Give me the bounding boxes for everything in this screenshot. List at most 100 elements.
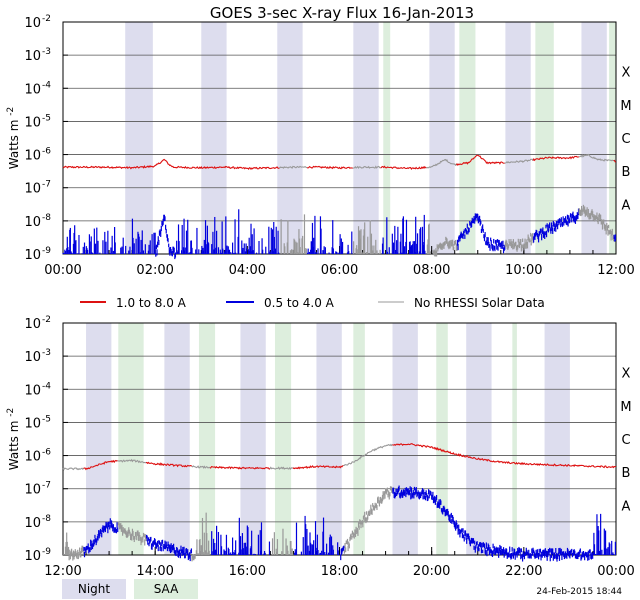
night-band xyxy=(429,22,455,254)
y-tick-exponent: -8 xyxy=(42,213,51,223)
night-band xyxy=(240,323,266,555)
flare-class-label: M xyxy=(620,99,631,114)
night-band xyxy=(544,323,570,555)
series-long-line xyxy=(343,443,393,467)
series-long-line xyxy=(62,158,280,171)
y-tick-exponent: -3 xyxy=(42,348,51,358)
series-long-line xyxy=(613,159,617,163)
saa-key-swatch xyxy=(134,579,198,599)
flare-class-label: C xyxy=(621,433,630,448)
saa-band xyxy=(535,22,554,254)
night-band xyxy=(505,22,531,254)
y-tick-label: 10 xyxy=(24,516,41,531)
night-band xyxy=(353,22,379,254)
saa-band xyxy=(436,323,448,555)
x-tick-label: 00:00 xyxy=(597,564,634,579)
night-band xyxy=(86,323,112,555)
y-tick-label: 10 xyxy=(24,115,41,130)
legend-long-label: 1.0 to 8.0 A xyxy=(116,296,187,310)
y-tick-exponent: -6 xyxy=(42,147,51,157)
series-long-line xyxy=(191,465,211,469)
night-band xyxy=(392,323,418,555)
y-tick-label: 10 xyxy=(24,483,41,498)
y-tick-label: 10 xyxy=(24,248,41,263)
flare-class-label: B xyxy=(622,165,631,180)
series-long-line xyxy=(269,466,294,471)
series-long-line xyxy=(455,154,505,166)
y-tick-label: 10 xyxy=(24,383,41,398)
y-tick-label: 10 xyxy=(24,49,41,64)
y-tick-label: 10 xyxy=(24,215,41,230)
legend-short-label: 0.5 to 4.0 A xyxy=(264,296,335,310)
y-tick-exponent: -4 xyxy=(42,80,51,90)
y-axis-label: Watts m -2 xyxy=(6,107,21,169)
flare-class-label: A xyxy=(622,198,631,213)
saa-band xyxy=(198,323,216,555)
y-tick-exponent: -9 xyxy=(42,547,51,557)
night-saa-key: Night SAA xyxy=(62,579,198,599)
saa-key-label: SAA xyxy=(154,582,179,596)
night-band xyxy=(201,22,227,254)
y-tick-label: 10 xyxy=(24,350,41,365)
y-tick-label: 10 xyxy=(24,549,41,564)
y-tick-label: 10 xyxy=(24,450,41,465)
y-tick-exponent: -3 xyxy=(42,47,51,57)
x-tick-label: 18:00 xyxy=(321,564,358,579)
x-tick-label: 22:00 xyxy=(505,564,542,579)
night-key-label: Night xyxy=(78,582,111,596)
y-tick-exponent: -8 xyxy=(42,514,51,524)
saa-band xyxy=(353,323,365,555)
series-long-line xyxy=(504,158,534,164)
series-long-line xyxy=(83,459,118,471)
night-band xyxy=(277,22,303,254)
x-tick-label: 06:00 xyxy=(321,263,358,278)
legend: 1.0 to 8.0 A 0.5 to 4.0 A No RHESSI Sola… xyxy=(80,296,545,310)
y-tick-exponent: -4 xyxy=(42,381,51,391)
x-tick-label: 10:00 xyxy=(505,263,542,278)
x-tick-label: 20:00 xyxy=(413,564,450,579)
y-tick-label: 10 xyxy=(24,16,41,31)
series-long-line xyxy=(578,153,614,162)
y-tick-exponent: -7 xyxy=(42,180,51,190)
y-tick-exponent: -6 xyxy=(42,448,51,458)
saa-band xyxy=(512,323,517,555)
series-long-line xyxy=(532,155,580,162)
series-long-line xyxy=(62,467,84,471)
series-long-line xyxy=(380,165,427,170)
y-tick-exponent: -5 xyxy=(42,113,51,123)
series-long-line xyxy=(117,458,146,464)
flare-class-label: X xyxy=(622,367,631,382)
y-tick-label: 10 xyxy=(24,149,41,164)
series-long-line xyxy=(306,165,353,170)
chart-title: GOES 3-sec X-ray Flux 16-Jan-2013 xyxy=(210,4,474,22)
y-tick-exponent: -5 xyxy=(42,414,51,424)
y-axis-label: Watts m -2 xyxy=(6,408,21,470)
x-tick-label: 12:00 xyxy=(597,263,634,278)
series-long-line xyxy=(292,464,344,470)
y-tick-exponent: -7 xyxy=(42,481,51,491)
series-long-line xyxy=(279,165,308,169)
y-tick-label: 10 xyxy=(24,416,41,431)
legend-no-rhessi-label: No RHESSI Solar Data xyxy=(414,296,545,310)
x-tick-label: 04:00 xyxy=(229,263,266,278)
y-tick-exponent: -2 xyxy=(42,14,51,24)
x-tick-label: 14:00 xyxy=(136,564,173,579)
flare-class-label: X xyxy=(622,66,631,81)
night-band xyxy=(316,323,342,555)
footer-date: 24-Feb-2015 18:44 xyxy=(536,587,622,597)
night-band xyxy=(125,22,153,254)
flare-class-label: C xyxy=(621,132,630,147)
saa-band xyxy=(459,22,476,254)
x-tick-label: 00:00 xyxy=(44,263,81,278)
flare-class-label: B xyxy=(622,466,631,481)
x-tick-label: 16:00 xyxy=(229,564,266,579)
series-long-line xyxy=(209,465,271,470)
y-tick-exponent: -2 xyxy=(42,315,51,325)
series-long-line xyxy=(145,461,193,468)
night-band xyxy=(164,323,190,555)
series-long-line xyxy=(392,443,617,469)
y-tick-exponent: -9 xyxy=(42,246,51,256)
x-tick-label: 08:00 xyxy=(413,263,450,278)
